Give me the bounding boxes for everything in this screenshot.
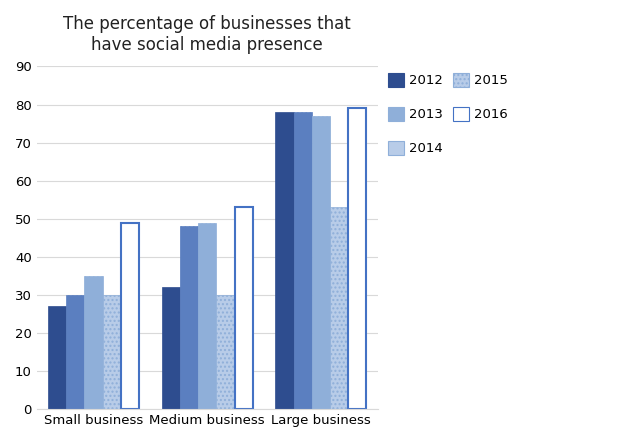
Legend: 2012, 2013, 2014, 2015, 2016: 2012, 2013, 2014, 2015, 2016 [388, 73, 508, 155]
Bar [162, 287, 180, 409]
Bar [234, 207, 253, 409]
Bar [275, 112, 294, 409]
Bar [102, 295, 121, 409]
Bar [198, 223, 216, 409]
Bar [216, 295, 234, 409]
Bar [48, 306, 67, 409]
Bar [330, 207, 348, 409]
Bar [84, 276, 102, 409]
Bar [180, 226, 198, 409]
Title: The percentage of businesses that
have social media presence: The percentage of businesses that have s… [63, 15, 351, 54]
Bar [67, 295, 84, 409]
Bar [121, 223, 139, 409]
Bar [348, 108, 366, 409]
Bar [312, 116, 330, 409]
Bar [294, 112, 312, 409]
